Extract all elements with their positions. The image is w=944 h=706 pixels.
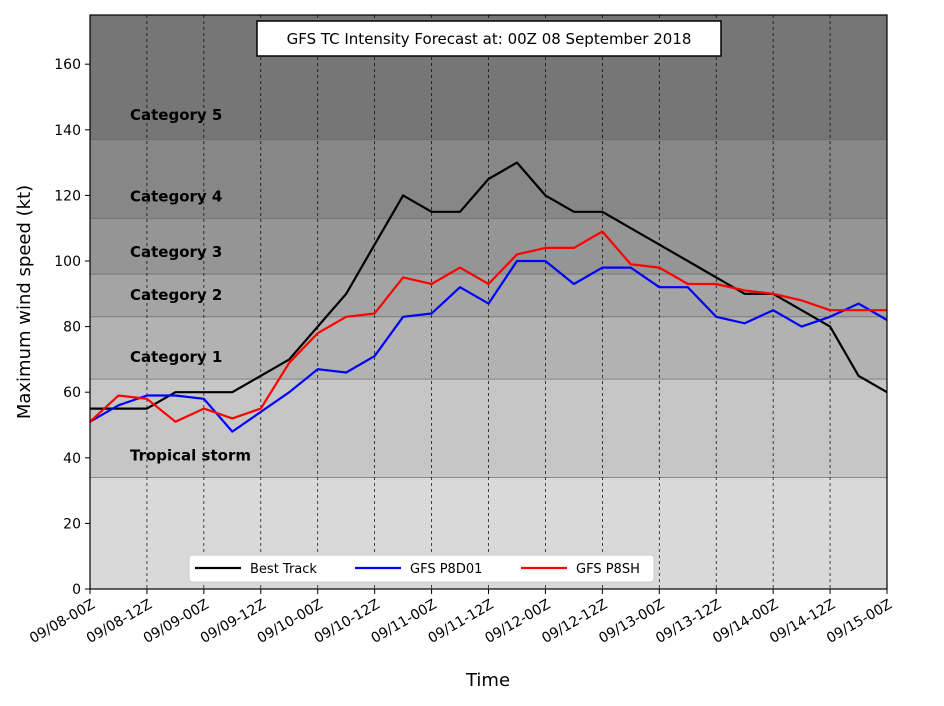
y-tick-label: 40	[63, 451, 81, 467]
band-label: Category 5	[130, 106, 222, 124]
band-labels: Tropical storm Category 1 Category 2 Catego…	[130, 106, 251, 465]
y-axis-ticks: 0 20 40 60 80 100 120 140 160	[54, 57, 90, 598]
band-label: Category 1	[130, 348, 222, 366]
y-tick-label: 120	[54, 188, 81, 204]
legend-label: GFS P8SH	[576, 562, 640, 577]
y-tick-label: 20	[63, 516, 81, 532]
series-line-2	[89, 230, 887, 423]
y-tick-label: 100	[54, 254, 81, 270]
legend-box	[188, 554, 655, 583]
legend-label: Best Track	[250, 562, 317, 577]
x-tick-label: 09/15-00Z	[824, 597, 895, 647]
legend-label: GFS P8D01	[410, 562, 482, 577]
band-label: Category 4	[130, 187, 222, 205]
y-tick-label: 60	[63, 385, 81, 401]
series-line-1	[89, 259, 888, 433]
x-axis-label: Time	[465, 670, 510, 691]
band-label: Category 2	[130, 286, 222, 304]
y-tick-label: 160	[54, 57, 81, 73]
band-label: Category 3	[130, 243, 222, 261]
legend: Best Track GFS P8D01 GFS P8SH	[188, 554, 655, 583]
chart-title: GFS TC Intensity Forecast at: 00Z 08 Sep…	[287, 30, 692, 48]
series-lines	[89, 161, 888, 433]
band-label: Tropical storm	[130, 446, 251, 464]
y-tick-label: 0	[72, 582, 81, 598]
chart-title-box: GFS TC Intensity Forecast at: 00Z 08 Sep…	[256, 20, 722, 57]
y-tick-label: 140	[54, 123, 81, 139]
y-tick-label: 80	[63, 320, 81, 336]
series-line-0	[90, 161, 888, 410]
x-axis-ticks: 09/08-00Z09/08-12Z09/09-00Z09/09-12Z09/1…	[27, 589, 895, 647]
y-axis-label: Maximum wind speed (kt)	[14, 185, 35, 419]
